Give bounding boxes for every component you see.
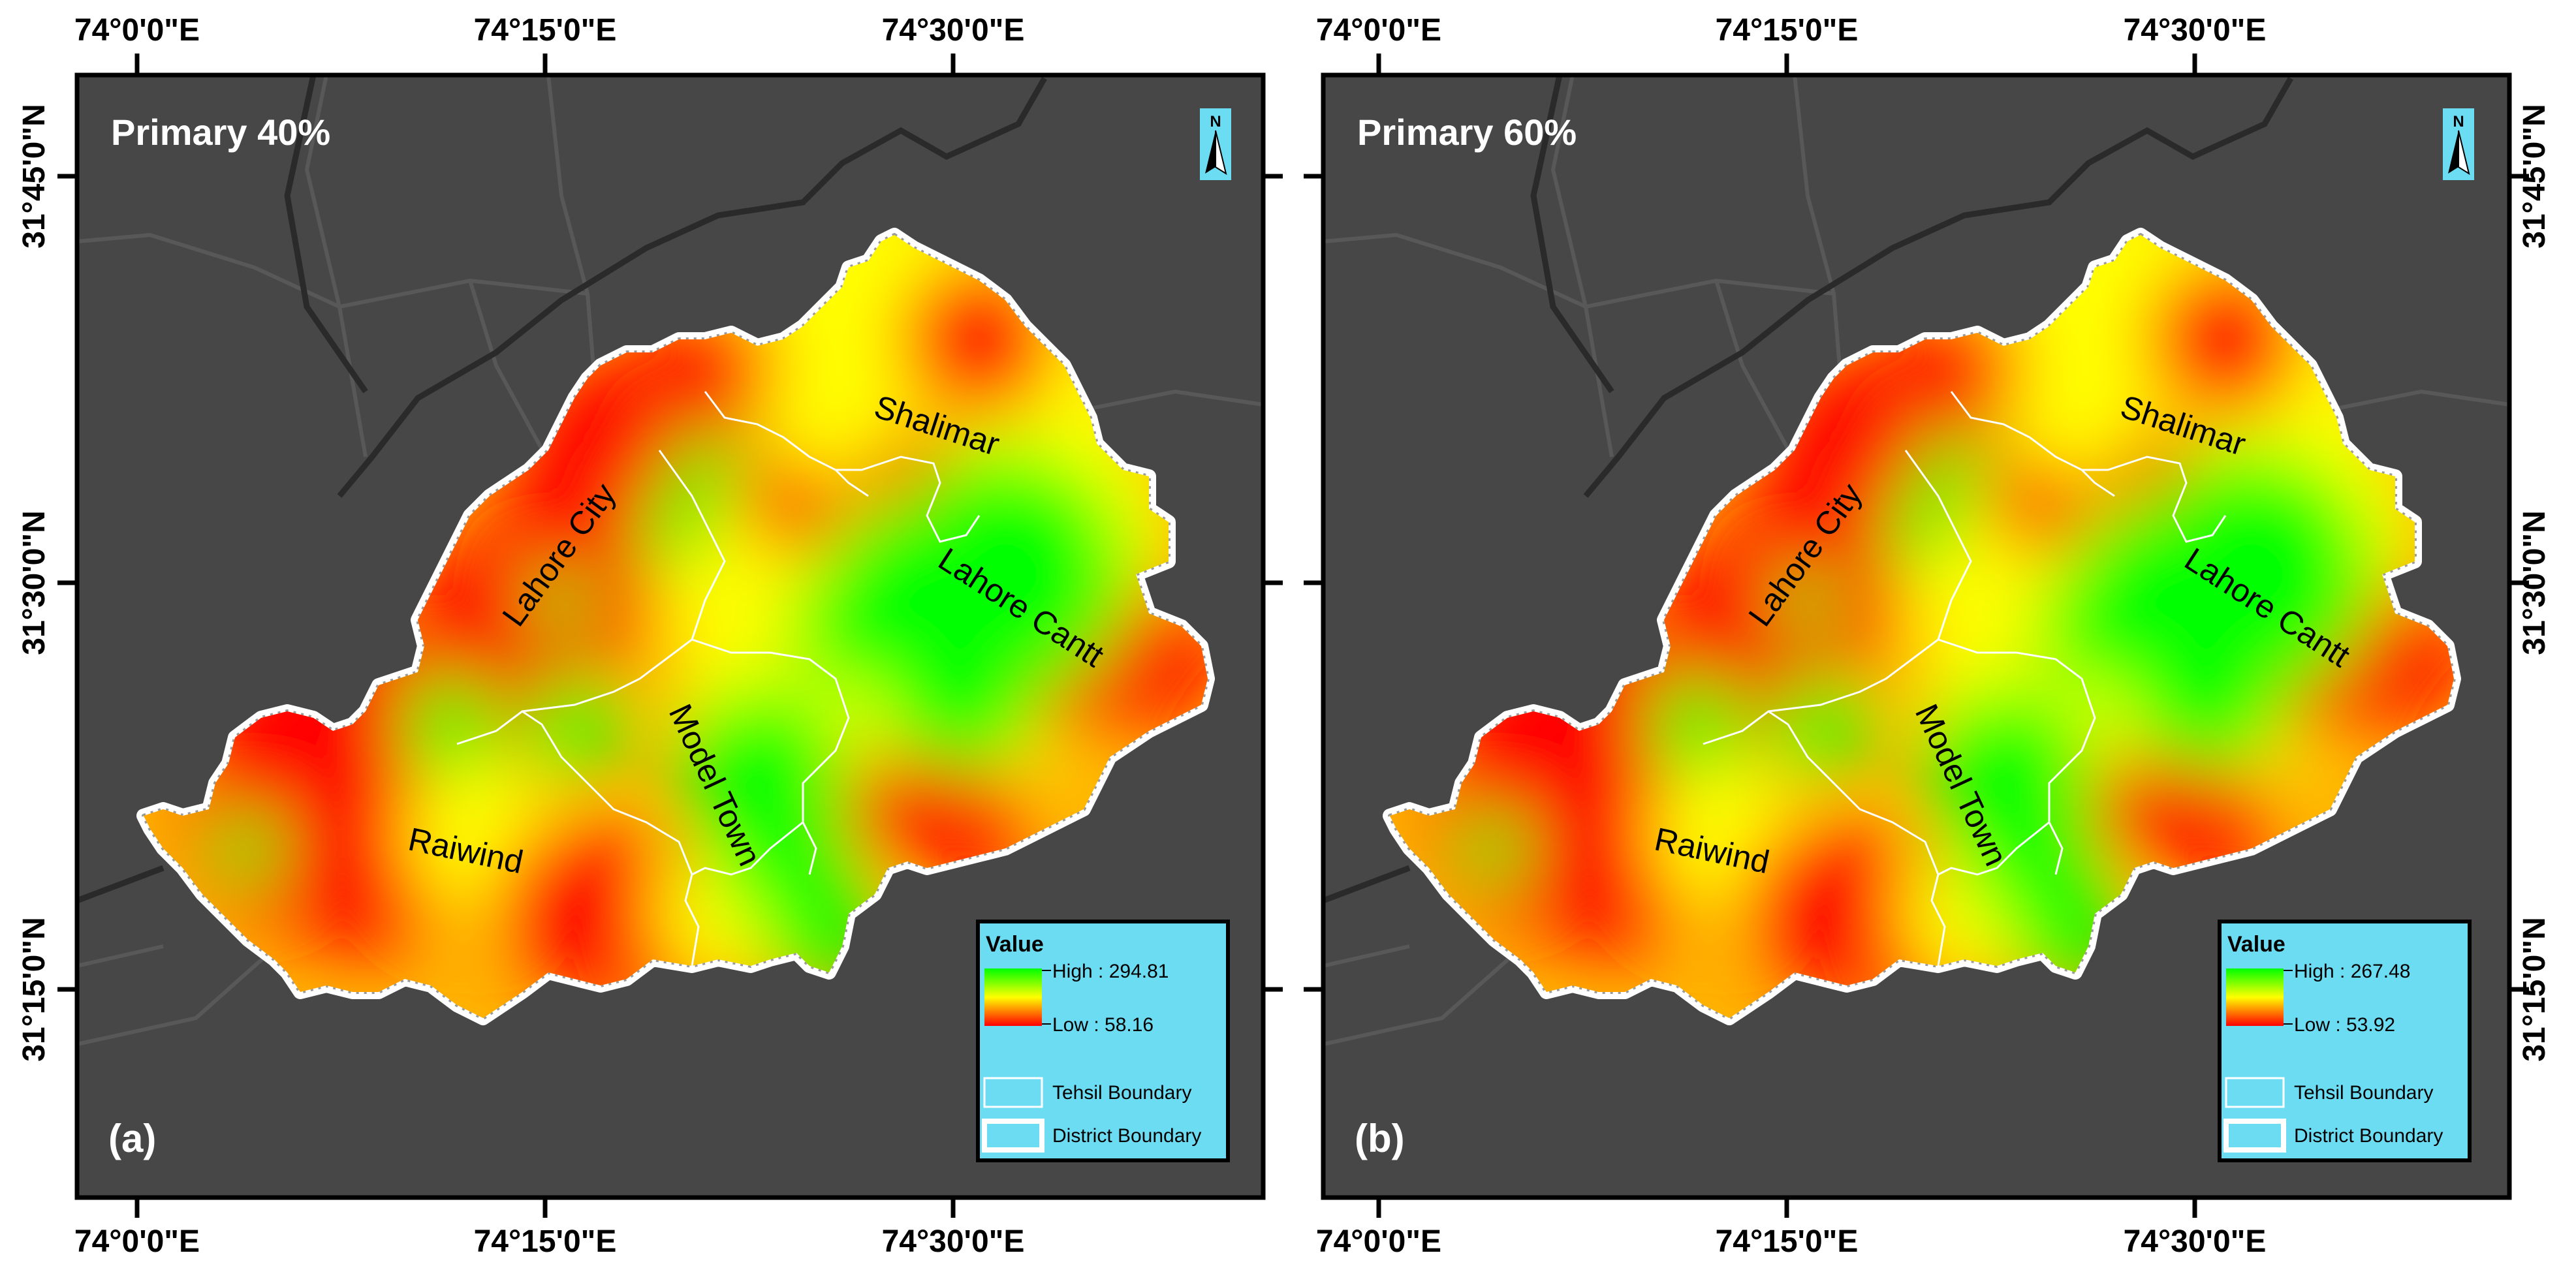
left-lat-label: 31°30'0"N [17, 510, 52, 655]
overlay-a: Primary 40% (a) N Value High : 294.81 Lo… [108, 108, 1231, 1162]
mid-value-zone [653, 535, 783, 666]
legend-district: District Boundary [2294, 1125, 2443, 1147]
legend-high: High : 267.48 [2294, 961, 2410, 982]
high-value-zone [526, 675, 623, 773]
legend-high: High : 294.81 [1052, 961, 1169, 982]
panel-title: Primary 60% [1357, 112, 1577, 153]
high-value-zone [2128, 613, 2284, 770]
high-value-zone [532, 571, 591, 630]
low-value-zone [751, 463, 842, 555]
legend-low: Low : 58.16 [1052, 1014, 1154, 1036]
tehsil-boundary [704, 391, 869, 497]
bottom-lon-label: 74°0'0"E [74, 1224, 200, 1259]
north-letter: N [1210, 113, 1221, 131]
tehsil-boundary-swatch [2225, 1077, 2285, 1108]
tehsil-boundary [1768, 710, 1946, 967]
low-value-zone [496, 822, 653, 979]
legend-b: Value High : 267.48 Low : 53.92 Tehsil B… [2218, 920, 2472, 1162]
north-arrow-icon: N [1200, 108, 1231, 180]
high-value-zone [1772, 675, 1870, 773]
top-lon-label: 74°15'0"E [474, 13, 617, 48]
legend-low: Low : 53.92 [2294, 1014, 2395, 1036]
high-value-zone [212, 813, 284, 884]
bottom-lon-label: 74°30'0"E [2124, 1224, 2267, 1259]
high-value-zone [790, 568, 907, 685]
tehsil-boundary [522, 710, 700, 967]
bottom-lon-label: 74°15'0"E [474, 1224, 617, 1259]
tehsil-boundary [1938, 821, 2050, 876]
tehsil-boundary [2082, 456, 2227, 543]
high-value-zone [2036, 568, 2154, 685]
legend-color-ramp [2226, 968, 2284, 1026]
tehsil-boundary [1938, 638, 2096, 875]
bottom-lon-label: 74°30'0"E [882, 1224, 1025, 1259]
panel-title: Primary 40% [111, 112, 330, 153]
district-boundary-swatch [982, 1119, 1045, 1153]
high-value-zone [636, 493, 708, 565]
tehsil-boundary [1950, 391, 2115, 497]
overlay-b: Primary 60% (b) N Value High : 267.48 Lo… [1355, 108, 2474, 1162]
high-value-zone [401, 675, 499, 773]
legend-tehsil: Tehsil Boundary [2294, 1082, 2433, 1104]
left-lat-label: 31°45'0"N [17, 104, 52, 249]
mid-value-zone [1899, 535, 2030, 666]
high-value-zone [1648, 675, 1746, 773]
tehsil-boundary [691, 638, 850, 875]
north-letter: N [2453, 113, 2464, 131]
top-lon-label: 74°0'0"E [74, 13, 200, 48]
high-value-zone [881, 613, 1038, 770]
tehsil-boundary-swatch [983, 1077, 1043, 1108]
legend-color-ramp [984, 968, 1042, 1026]
legend-district: District Boundary [1052, 1125, 1201, 1147]
bottom-lon-label: 74°0'0"E [1316, 1224, 1441, 1259]
panel-letter: (b) [1355, 1117, 1405, 1160]
frame-borders [74, 72, 2512, 1200]
bottom-lon-label: 74°15'0"E [1716, 1224, 1859, 1259]
top-lon-label: 74°30'0"E [882, 13, 1025, 48]
top-lon-label: 74°15'0"E [1716, 13, 1859, 48]
left-lat-label: 31°15'0"N [17, 917, 52, 1062]
tehsil-boundary [836, 456, 981, 543]
high-value-zone [1458, 813, 1530, 884]
high-value-zone [1778, 571, 1837, 630]
tehsil-boundary [691, 821, 804, 876]
low-value-zone [1742, 822, 1899, 979]
top-lon-label: 74°30'0"E [2124, 13, 2267, 48]
top-lon-label: 74°0'0"E [1316, 13, 1441, 48]
district-boundary-swatch [2223, 1119, 2286, 1153]
high-value-zone [1883, 493, 1955, 565]
high-value-zone [1915, 434, 1987, 506]
legend-title: Value [2227, 932, 2285, 957]
panel-letter: (a) [108, 1117, 156, 1160]
tick-marks [57, 54, 2529, 1218]
legend-tehsil: Tehsil Boundary [1052, 1082, 1191, 1104]
high-value-zone [669, 434, 741, 506]
legend-a: Value High : 294.81 Low : 58.16 Tehsil B… [976, 920, 1230, 1162]
north-arrow-icon: N [2443, 108, 2474, 180]
low-value-zone [1997, 463, 2088, 555]
legend-title: Value [986, 932, 1044, 957]
